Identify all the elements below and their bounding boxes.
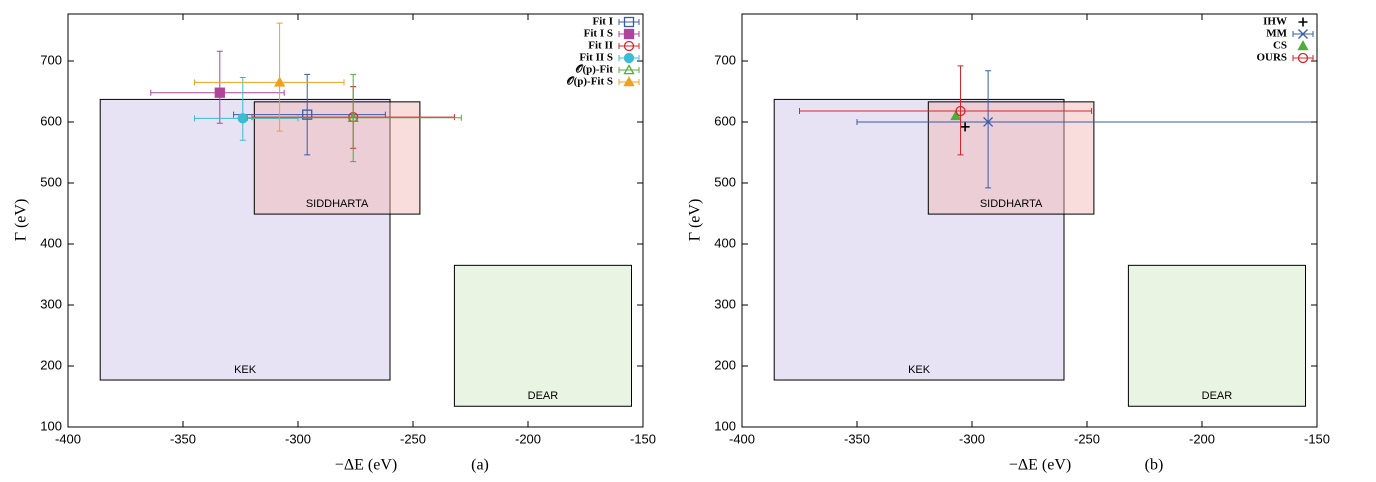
legend-label: Fit II S bbox=[579, 52, 613, 64]
x-tick-label: -400 bbox=[729, 431, 755, 446]
x-tick-label: -400 bbox=[55, 431, 81, 446]
y-tick-label: 200 bbox=[714, 357, 736, 372]
region-label: DEAR bbox=[1202, 390, 1233, 402]
y-axis-label: Γ (eV) bbox=[13, 199, 30, 242]
region-label: SIDDHARTA bbox=[306, 198, 369, 210]
y-tick-label: 300 bbox=[40, 296, 62, 311]
point bbox=[302, 109, 313, 120]
y-tick-label: 500 bbox=[40, 174, 62, 189]
region bbox=[927, 101, 1095, 215]
x-error-bar bbox=[856, 118, 1317, 125]
plot-area bbox=[99, 22, 632, 407]
point bbox=[347, 111, 359, 122]
y-tick-label: 500 bbox=[714, 174, 736, 189]
x-tick-label: -300 bbox=[285, 431, 311, 446]
y-tick-label: 400 bbox=[714, 235, 736, 250]
caption: (a) bbox=[471, 457, 489, 474]
legend-swatch bbox=[623, 76, 635, 87]
legend-swatch bbox=[1292, 55, 1314, 61]
x-tick-label: -150 bbox=[1304, 431, 1330, 446]
region bbox=[99, 98, 391, 381]
y-error-bar bbox=[957, 65, 964, 156]
point bbox=[960, 122, 970, 132]
y-tick-label: 600 bbox=[714, 113, 736, 128]
y-tick-label: 300 bbox=[714, 296, 736, 311]
x-tick-label: -350 bbox=[844, 431, 870, 446]
x-tick-label: -200 bbox=[1189, 431, 1215, 446]
region bbox=[1127, 264, 1307, 407]
legend-swatch bbox=[1298, 17, 1308, 27]
point bbox=[237, 113, 248, 124]
region-label: DEAR bbox=[528, 390, 559, 402]
x-tick-label: -250 bbox=[1074, 431, 1100, 446]
legend-label: CS bbox=[1273, 40, 1287, 52]
legend-swatch bbox=[618, 43, 640, 49]
legend-swatch bbox=[623, 40, 635, 52]
legend-swatch bbox=[1297, 40, 1309, 51]
y-tick-label: 200 bbox=[40, 357, 62, 372]
y-error-bar bbox=[304, 73, 311, 156]
legend-swatch bbox=[618, 67, 640, 73]
panel: KEK SIDDHARTA DEAR 100 200 300 400 500 600 700 -40… bbox=[13, 13, 656, 474]
x-axis-label: −ΔE (eV) bbox=[1009, 457, 1071, 474]
legend-label: Fit II bbox=[588, 40, 613, 52]
panel: KEK SIDDHARTA DEAR 100 200 300 400 500 600 700 -40… bbox=[687, 13, 1330, 474]
point bbox=[955, 105, 966, 117]
legend-swatch bbox=[623, 28, 635, 40]
y-tick-label: 100 bbox=[714, 418, 736, 433]
x-tick-label: -200 bbox=[515, 431, 541, 446]
y-error-bar bbox=[985, 70, 992, 189]
region-label: KEK bbox=[234, 364, 257, 376]
legend-label: OURS bbox=[1256, 52, 1287, 64]
x-error-bar bbox=[194, 79, 345, 86]
x-axis-label: −ΔE (eV) bbox=[335, 457, 397, 474]
legend-swatch bbox=[618, 19, 640, 25]
frame bbox=[741, 13, 1318, 428]
point bbox=[214, 87, 225, 98]
region bbox=[773, 98, 1065, 381]
x-tick-label: -300 bbox=[959, 431, 985, 446]
legend-label: Fit I S bbox=[584, 28, 613, 40]
y-error-bar bbox=[239, 76, 246, 141]
legend-swatch bbox=[623, 52, 635, 64]
point bbox=[273, 76, 286, 87]
region-label: SIDDHARTA bbox=[980, 198, 1043, 210]
legend-swatch bbox=[623, 64, 635, 75]
legend-label: 𝒪(p)-Fit bbox=[576, 63, 614, 76]
legend-swatch bbox=[623, 16, 635, 28]
y-error-bar bbox=[216, 50, 223, 124]
y-axis-label: Γ (eV) bbox=[687, 199, 704, 242]
x-error-bar bbox=[799, 107, 1093, 114]
y-tick-label: 400 bbox=[40, 235, 62, 250]
region bbox=[253, 101, 421, 215]
plot-area bbox=[773, 65, 1317, 407]
y-tick-label: 700 bbox=[714, 52, 736, 67]
point bbox=[983, 117, 994, 127]
y-tick-label: 700 bbox=[40, 52, 62, 67]
x-tick-label: -350 bbox=[170, 431, 196, 446]
region bbox=[453, 264, 632, 407]
legend-label: IHW bbox=[1263, 16, 1287, 28]
legend-label: MM bbox=[1266, 28, 1287, 40]
x-tick-label: -250 bbox=[400, 431, 426, 446]
frame bbox=[67, 13, 644, 428]
y-error-bar bbox=[350, 73, 357, 163]
y-tick-label: 100 bbox=[40, 418, 62, 433]
caption: (b) bbox=[1145, 457, 1164, 474]
legend-swatch bbox=[1298, 29, 1308, 39]
legend-label: 𝒪(p)-Fit S bbox=[567, 75, 613, 88]
legend-swatch bbox=[1297, 52, 1309, 64]
legend-label: Fit I bbox=[593, 16, 613, 28]
y-tick-label: 600 bbox=[40, 113, 62, 128]
x-error-bar bbox=[246, 114, 462, 121]
x-tick-label: -150 bbox=[630, 431, 656, 446]
region-label: KEK bbox=[908, 364, 931, 376]
